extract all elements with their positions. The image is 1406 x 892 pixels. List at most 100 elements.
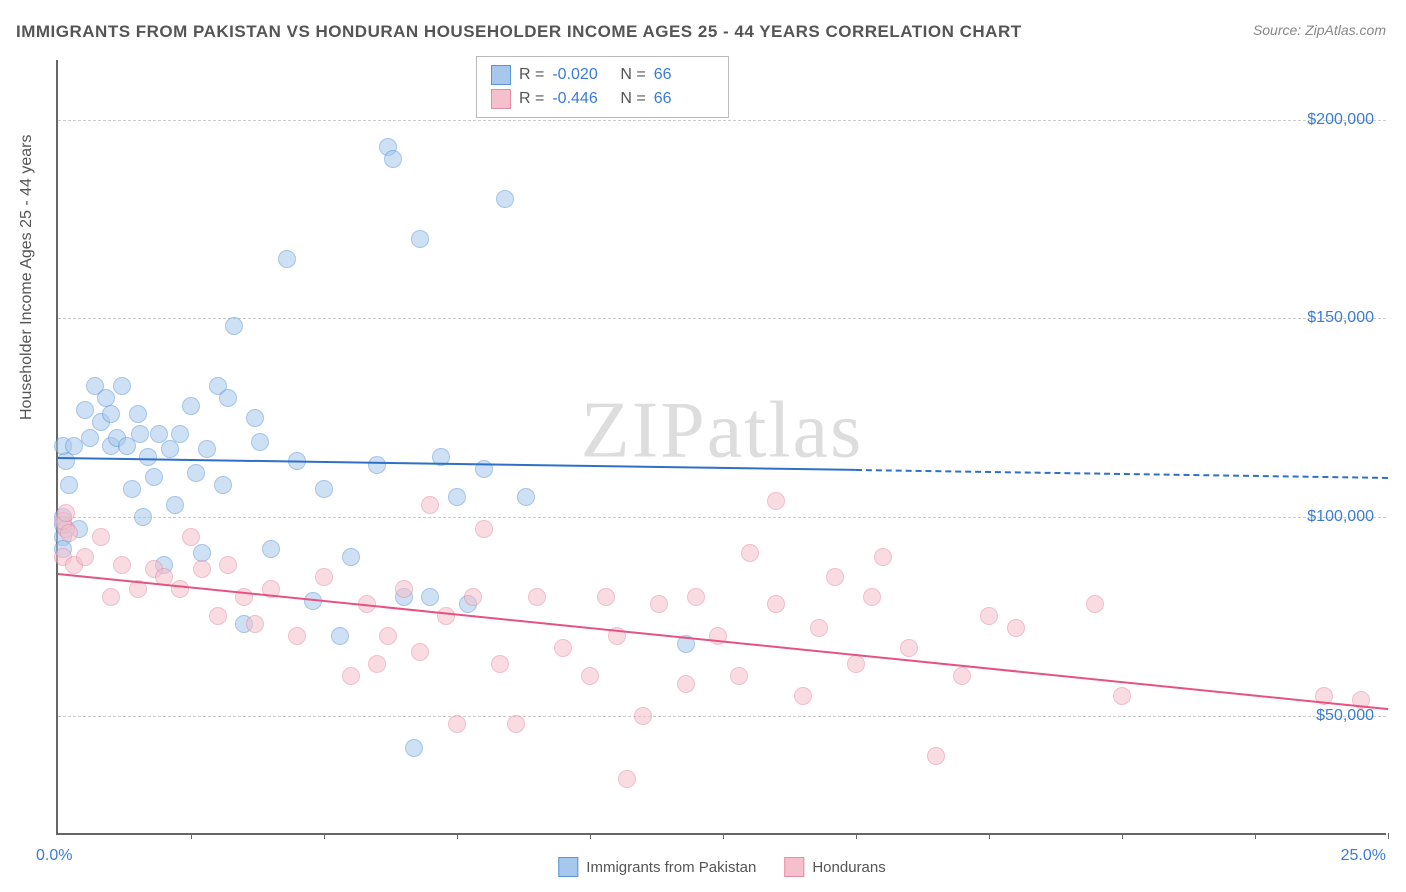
legend-correlation-stats: R = -0.020 N = 66 R = -0.446 N = 66	[476, 56, 729, 118]
data-point	[741, 544, 759, 562]
data-point	[597, 588, 615, 606]
data-point	[618, 770, 636, 788]
r-label: R =	[519, 90, 544, 108]
data-point	[554, 639, 572, 657]
source-attribution: Source: ZipAtlas.com	[1253, 22, 1386, 38]
data-point	[193, 560, 211, 578]
data-point	[161, 440, 179, 458]
data-point	[384, 150, 402, 168]
data-point	[81, 429, 99, 447]
data-point	[113, 556, 131, 574]
x-tick	[457, 833, 458, 839]
data-point	[182, 397, 200, 415]
swatch-icon	[491, 65, 511, 85]
data-point	[687, 588, 705, 606]
data-point	[187, 464, 205, 482]
y-axis-label: Householder Income Ages 25 - 44 years	[18, 135, 36, 421]
data-point	[331, 627, 349, 645]
chart-container: IMMIGRANTS FROM PAKISTAN VS HONDURAN HOU…	[0, 0, 1406, 892]
legend-label: Hondurans	[812, 859, 885, 876]
n-value: 66	[654, 90, 714, 108]
data-point	[288, 627, 306, 645]
legend-item: Immigrants from Pakistan	[558, 857, 756, 877]
r-value: -0.020	[552, 66, 612, 84]
data-point	[342, 548, 360, 566]
y-tick-label: $200,000	[1307, 111, 1374, 129]
data-point	[214, 476, 232, 494]
x-axis-min-label: 0.0%	[36, 847, 72, 865]
data-point	[437, 607, 455, 625]
swatch-icon	[784, 857, 804, 877]
x-tick	[989, 833, 990, 839]
data-point	[448, 715, 466, 733]
gridline	[58, 318, 1386, 319]
x-tick	[1122, 833, 1123, 839]
data-point	[315, 568, 333, 586]
data-point	[246, 409, 264, 427]
data-point	[874, 548, 892, 566]
legend-stats-row: R = -0.446 N = 66	[491, 87, 714, 111]
data-point	[235, 588, 253, 606]
data-point	[491, 655, 509, 673]
x-tick	[723, 833, 724, 839]
data-point	[794, 687, 812, 705]
data-point	[315, 480, 333, 498]
data-point	[900, 639, 918, 657]
data-point	[810, 619, 828, 637]
data-point	[92, 528, 110, 546]
data-point	[342, 667, 360, 685]
y-tick-label: $50,000	[1316, 707, 1374, 725]
data-point	[517, 488, 535, 506]
swatch-icon	[558, 857, 578, 877]
data-point	[826, 568, 844, 586]
data-point	[507, 715, 525, 733]
data-point	[767, 595, 785, 613]
data-point	[448, 488, 466, 506]
data-point	[528, 588, 546, 606]
r-value: -0.446	[552, 90, 612, 108]
y-tick-label: $100,000	[1307, 508, 1374, 526]
data-point	[677, 675, 695, 693]
data-point	[171, 580, 189, 598]
data-point	[57, 504, 75, 522]
data-point	[123, 480, 141, 498]
data-point	[145, 468, 163, 486]
data-point	[278, 250, 296, 268]
data-point	[251, 433, 269, 451]
data-point	[368, 456, 386, 474]
data-point	[262, 540, 280, 558]
x-axis-max-label: 25.0%	[1341, 847, 1386, 865]
data-point	[927, 747, 945, 765]
n-label: N =	[620, 66, 645, 84]
data-point	[225, 317, 243, 335]
data-point	[767, 492, 785, 510]
data-point	[209, 607, 227, 625]
data-point	[57, 452, 75, 470]
r-label: R =	[519, 66, 544, 84]
data-point	[134, 508, 152, 526]
data-point	[847, 655, 865, 673]
data-point	[76, 401, 94, 419]
data-point	[581, 667, 599, 685]
data-point	[171, 425, 189, 443]
data-point	[980, 607, 998, 625]
data-point	[1113, 687, 1131, 705]
data-point	[113, 377, 131, 395]
data-point	[421, 496, 439, 514]
x-tick	[590, 833, 591, 839]
data-point	[1086, 595, 1104, 613]
data-point	[368, 655, 386, 673]
data-point	[464, 588, 482, 606]
data-point	[246, 615, 264, 633]
data-point	[102, 405, 120, 423]
data-point	[405, 739, 423, 757]
x-tick	[1388, 833, 1389, 839]
data-point	[60, 476, 78, 494]
data-point	[634, 707, 652, 725]
data-point	[166, 496, 184, 514]
trend-line	[58, 457, 856, 471]
x-tick	[324, 833, 325, 839]
gridline	[58, 120, 1386, 121]
data-point	[411, 230, 429, 248]
data-point	[219, 556, 237, 574]
